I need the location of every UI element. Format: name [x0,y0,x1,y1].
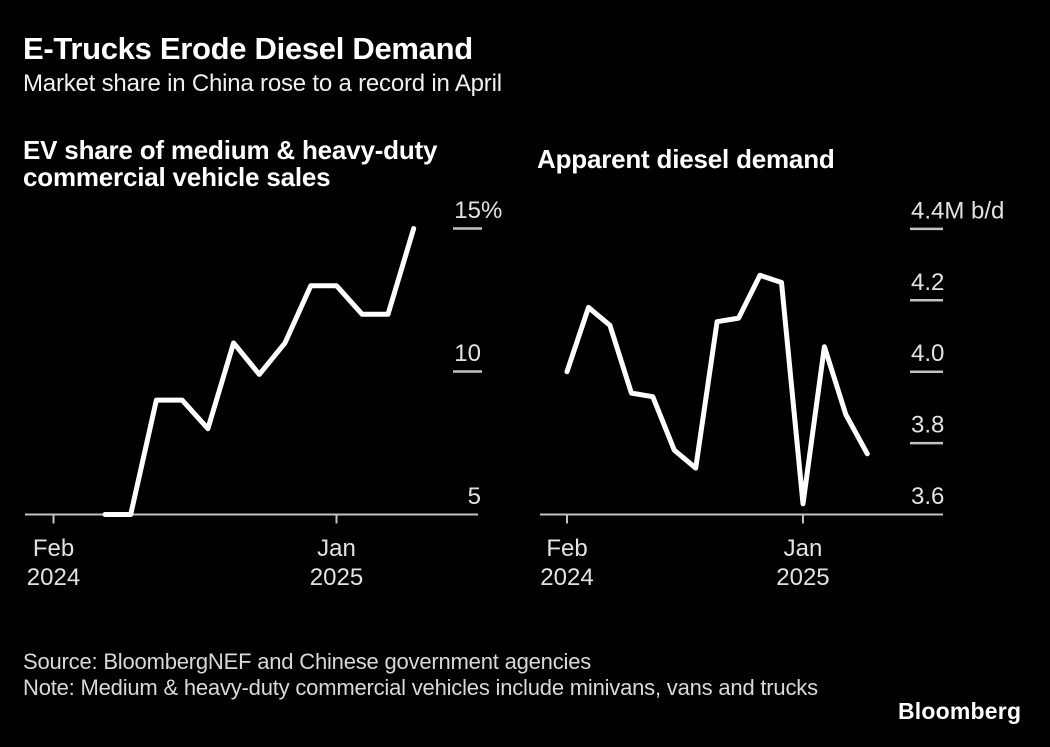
x-tick-label-year: 2025 [776,564,829,591]
source-text: Source: BloombergNEF and Chinese governm… [23,649,592,674]
x-tick-label-year: 2024 [540,564,593,591]
y-tick-label: 4.0 [911,340,944,367]
bloomberg-logo: Bloomberg [898,698,1022,724]
x-tick-label-month: Feb [33,535,74,562]
y-tick-label: 5 [468,483,481,510]
y-tick-label: 4.4M b/d [911,197,1004,224]
x-tick-label-month: Jan [317,535,356,562]
x-tick-label-month: Jan [784,535,823,562]
y-tick-label: 10 [454,340,481,367]
footer: Source: BloombergNEF and Chinese governm… [23,649,843,701]
y-tick-label: 3.6 [911,483,944,510]
data-line [564,272,870,507]
x-tick-label-year: 2025 [310,564,363,591]
x-tick-label-year: 2024 [27,564,80,591]
y-tick-label: 15 [454,197,481,224]
right-chart-title: Apparent diesel demand [537,144,835,174]
data-line [102,226,417,517]
note-text: Note: Medium & heavy-duty commercial veh… [23,675,818,700]
page-subtitle: Market share in China rose to a record i… [23,70,502,97]
x-tick-label-month: Feb [546,535,587,562]
y-tick-unit: % [481,197,502,224]
y-tick-label: 4.2 [911,269,944,296]
y-tick-label: 3.8 [911,412,944,439]
page-title: E-Trucks Erode Diesel Demand [23,31,473,66]
left-chart-title: EV share of medium & heavy-duty commerci… [23,135,438,192]
